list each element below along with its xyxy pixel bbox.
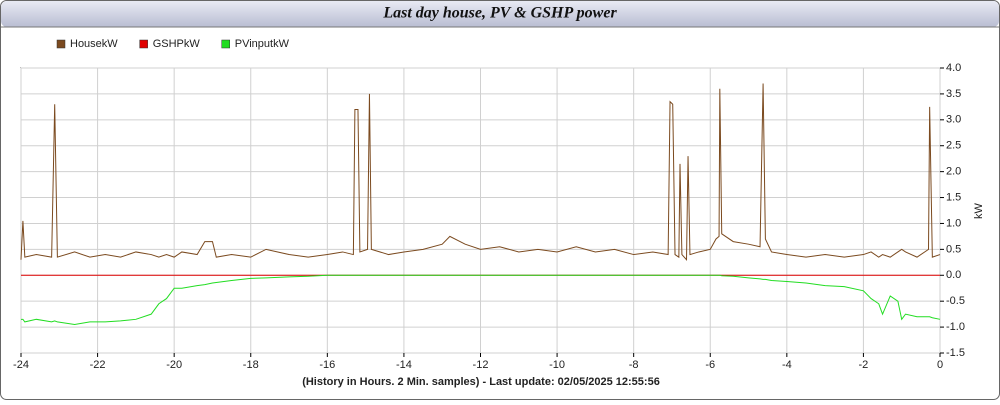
x-tick-label: -22 [90,359,106,371]
y-tick-label: 3.5 [946,88,961,100]
y-tick-label: 0.0 [946,269,961,281]
y-tick-label: 0.5 [946,243,961,255]
y-tick-label: 2.5 [946,140,961,152]
x-axis-label: (History in Hours. 2 Min. samples) - Las… [302,376,660,388]
series-line [20,83,941,262]
x-tick-label: -6 [705,359,715,371]
x-tick-label: -24 [13,359,29,371]
y-tick-label: 1.5 [946,191,961,203]
x-tick-label: -4 [782,359,792,371]
x-tick-label: -8 [629,359,639,371]
legend-swatch [56,39,66,49]
y-tick-label: -1.0 [946,321,965,333]
y-tick-label: -0.5 [946,295,965,307]
chart-title: Last day house, PV & GSHP power [382,5,617,22]
legend-swatch [221,39,230,49]
x-tick-label: -18 [243,359,259,371]
legend-label: PVinputkW [235,38,290,50]
y-tick-label: 1.0 [946,217,961,229]
y-tick-label: 3.0 [946,114,961,126]
legend-label: GSHPkW [153,38,201,50]
x-tick-label: -2 [859,359,869,371]
legend-label: HousekW [70,38,118,50]
series-line [21,274,941,326]
y-tick-label: 4.0 [946,62,961,74]
x-tick-label: -10 [549,359,565,371]
y-tick-label: -1.5 [946,347,965,359]
y-tick-label: 2.0 [946,166,961,178]
title-bar [1,1,999,27]
x-tick-label: -12 [473,359,489,371]
y-axis-label: kW [973,202,985,219]
x-tick-label: 0 [937,359,943,371]
legend-swatch [139,39,148,49]
x-tick-label: -20 [166,359,182,371]
x-tick-label: -14 [396,359,412,371]
x-tick-label: -16 [319,359,335,371]
